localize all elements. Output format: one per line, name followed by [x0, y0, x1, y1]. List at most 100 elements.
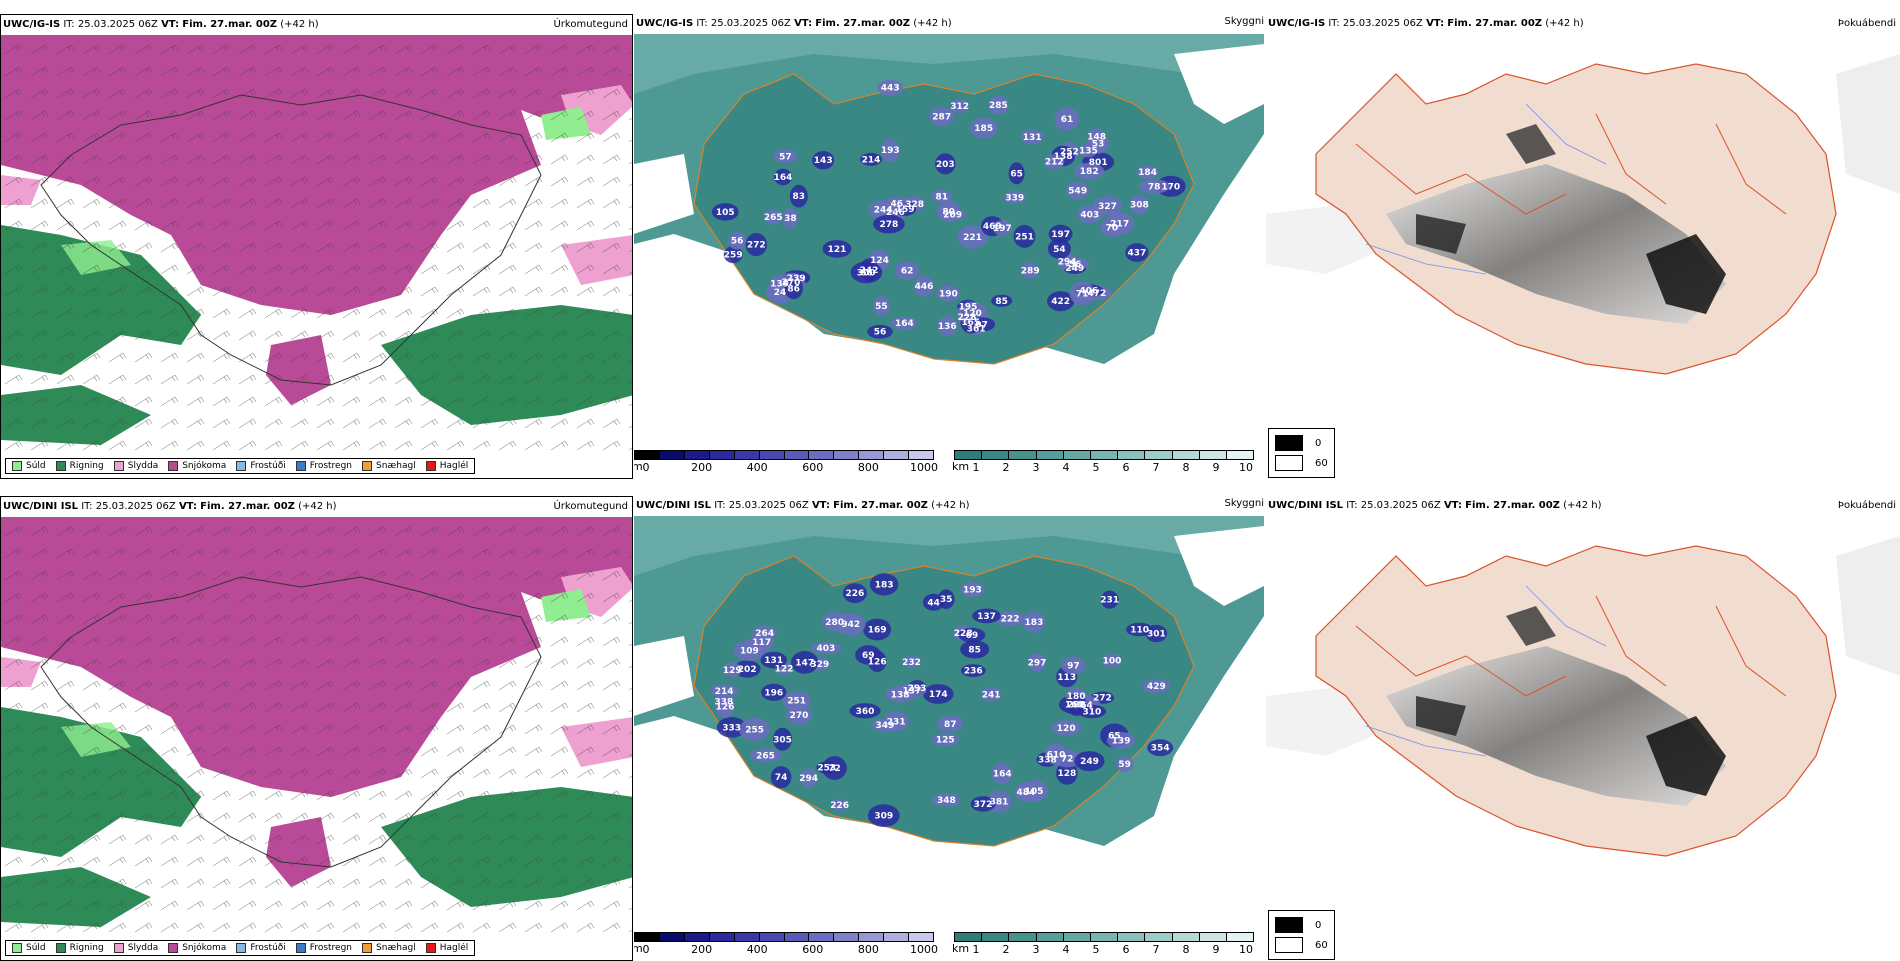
cloud-base-cell [869, 573, 899, 596]
cloud-base-cell [728, 231, 746, 250]
legend-label: Snæhagl [376, 943, 416, 953]
fog-swatch [1275, 917, 1303, 933]
colorbar-step [834, 933, 860, 941]
colorbar-step [635, 451, 660, 459]
cloud-base-label: 164 [993, 769, 1012, 779]
cloud-base-cell [995, 611, 1025, 626]
precip-legend-item: Slydda [113, 943, 158, 953]
cloud-base-cell [710, 684, 738, 698]
cloud-base-cell [960, 640, 990, 659]
fog-value: 0 [1315, 437, 1322, 449]
cloud-base-cell [773, 727, 792, 751]
cloud-base-cell [749, 632, 774, 652]
legend-label: Súld [26, 943, 46, 953]
fog-panel-header: UWC/IG-IS IT: 25.03.2025 06Z VT: Fim. 27… [1268, 18, 1584, 29]
cloud-base-tick: 0 [642, 461, 650, 474]
cloud-base-tick: 400 [746, 461, 768, 474]
cloud-base-label: 124 [870, 256, 889, 266]
cloud-base-label: 246 [886, 208, 905, 218]
vt-value: Fim. 27.mar. 00Z [182, 19, 278, 30]
cloud-base-label: 59 [1118, 760, 1131, 770]
vt-label: VT: [811, 500, 830, 511]
cloud-base-label: 272 [747, 241, 766, 251]
cloud-base-label: 78 [1148, 182, 1161, 192]
cloud-base-cell [849, 703, 881, 719]
cloud-base-unit: m [634, 942, 643, 955]
cloud-base-label: 66 [860, 268, 873, 278]
cloud-base-label: 147 [795, 658, 814, 668]
colorbar-step [809, 451, 835, 459]
cloud-base-cell [1020, 779, 1048, 802]
cloud-base-label: 309 [874, 812, 893, 822]
cloud-base-cell [810, 642, 841, 655]
cloud-base-cell [1069, 281, 1095, 306]
cloud-base-label: 226 [846, 589, 865, 599]
fog-legend-item: 0 [1275, 915, 1328, 935]
visibility-ticks: 1 2 3 4 5 6 7 8 9 10 [954, 460, 1254, 474]
cloud-base-label: 65 [1010, 169, 1023, 179]
visibility-colorbar: 1 2 3 4 5 6 7 8 9 10 km [952, 932, 1254, 956]
cloud-base-cell [873, 214, 905, 234]
fog-indicator-panel: UWC/DINI ISL IT: 25.03.2025 06Z VT: Fim.… [1266, 496, 1900, 961]
precip-legend-item: Rigning [55, 461, 104, 471]
cloud-base-label: 85 [995, 297, 1008, 307]
cloud-base-label: 360 [856, 707, 875, 717]
cloud-base-cell [782, 208, 799, 228]
cloud-base-cell [937, 589, 955, 609]
cloud-base-cell [1021, 262, 1040, 279]
cloud-base-label: 236 [964, 667, 983, 677]
cloud-base-label: 97 [975, 320, 988, 330]
cloud-base-cell [782, 691, 811, 711]
cloud-base-label: 333 [722, 723, 741, 733]
visibility-tick: 5 [1092, 461, 1100, 474]
legend-swatch [425, 461, 436, 471]
cloud-base-cell [988, 95, 1009, 115]
it-value: 25.03.2025 06Z [728, 500, 809, 511]
cloud-visibility-panel: UWC/DINI ISL IT: 25.03.2025 06Z VT: Fim.… [634, 496, 1264, 961]
colorbar-step [955, 451, 983, 459]
colorbar-step [1063, 451, 1091, 459]
cloud-base-cell [1092, 196, 1123, 216]
cloud-base-label: 406 [1079, 287, 1098, 297]
cloud-base-cell [1061, 656, 1086, 675]
cloud-base-cell [1130, 194, 1149, 215]
cloud-base-label: 143 [814, 156, 833, 166]
precip-title: Úrkomutegund [553, 501, 628, 512]
cloud-base-cell [770, 766, 792, 789]
colorbar-step [759, 933, 785, 941]
cloud-base-label: 202 [738, 665, 757, 675]
cloud-base-label: 139 [1112, 736, 1131, 746]
vt-value: Fim. 27.mar. 00Z [200, 501, 295, 512]
cloud-base-label: 214 [862, 155, 881, 165]
cloud-title: Skyggni [1224, 16, 1264, 27]
fog-value: 60 [1315, 457, 1328, 469]
it-label: IT: [63, 19, 75, 30]
cloud-base-label: 70 [1106, 224, 1119, 234]
precip-legend: Súld Rigning Slydda Snjókoma Frostúði Frostre… [5, 458, 476, 474]
fog-panel-header: UWC/DINI ISL IT: 25.03.2025 06Z VT: Fim.… [1268, 500, 1602, 511]
colorbar-step [1145, 451, 1173, 459]
cloud-base-label: 129 [723, 666, 742, 676]
precip-legend-item: Snæhagl [362, 461, 416, 471]
cloud-base-label: 443 [881, 84, 900, 94]
precip-legend-item: Frostregn [295, 943, 352, 953]
cloud-base-label: 242 [860, 266, 879, 276]
cloud-base-label: 83 [793, 192, 806, 202]
lead-time: (+42 h) [1563, 500, 1602, 511]
colorbar-step [759, 451, 785, 459]
cloud-base-label: 328 [905, 200, 924, 210]
cloud-base-label: 239 [787, 274, 806, 284]
cloud-base-label: 38 [784, 214, 797, 224]
cloud-base-cell [1047, 291, 1075, 312]
cloud-base-label: 138 [891, 690, 910, 700]
cloud-base-label: 164 [774, 173, 793, 183]
cloud-base-cell [1020, 129, 1044, 145]
cloud-base-label: 293 [908, 684, 927, 694]
legend-label: Snæhagl [376, 461, 416, 471]
cloud-base-cell [885, 196, 909, 211]
cloud-base-label: 222 [1001, 615, 1020, 625]
cloud-base-label: 193 [881, 146, 900, 156]
cloud-base-cell [872, 296, 890, 316]
cloud-base-cell [1074, 751, 1105, 772]
it-value: 25.03.2025 06Z [1342, 18, 1423, 29]
